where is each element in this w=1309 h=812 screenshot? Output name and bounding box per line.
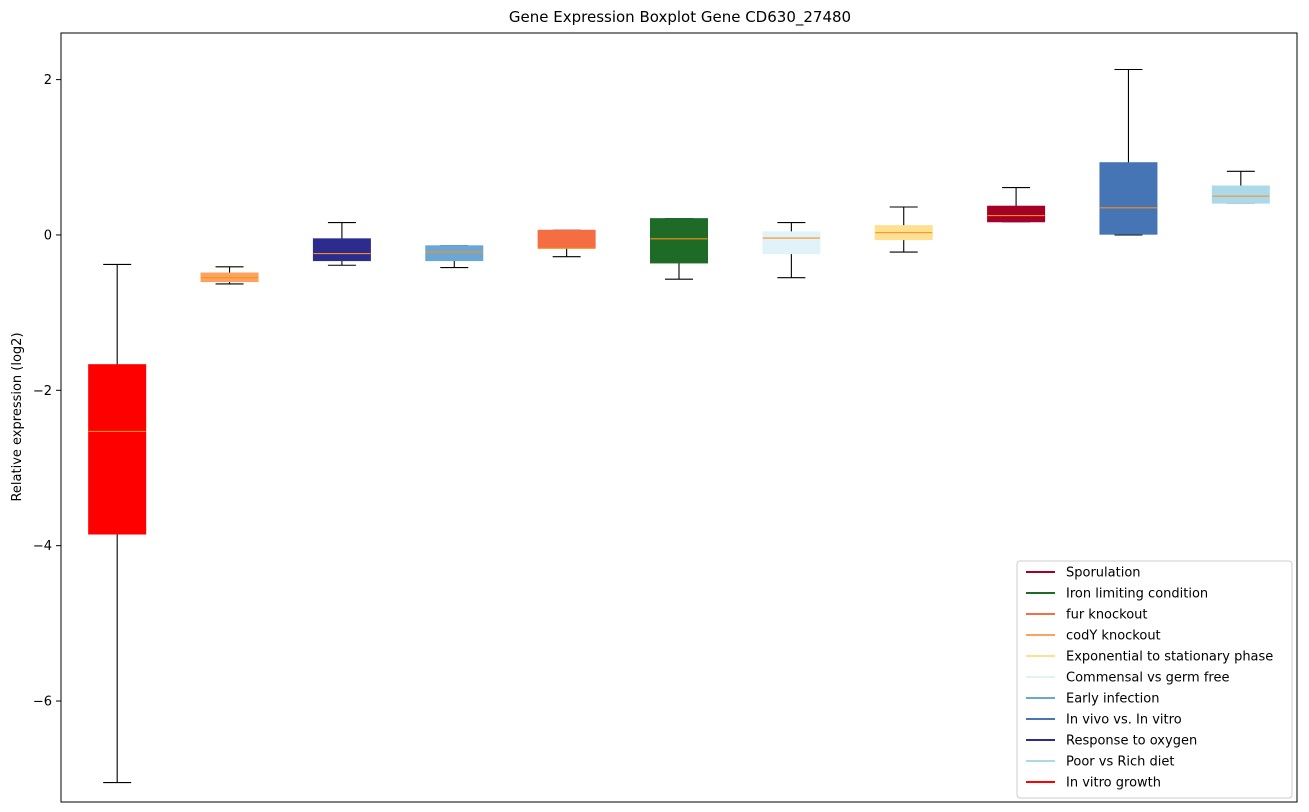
box xyxy=(987,205,1046,223)
box xyxy=(425,245,484,262)
box-group xyxy=(200,266,259,285)
legend-box xyxy=(1016,560,1293,799)
box-group xyxy=(425,245,484,269)
box xyxy=(650,218,708,264)
box-group xyxy=(762,221,821,279)
box-group xyxy=(537,229,596,258)
box xyxy=(88,364,147,535)
y-tick-label: −6 xyxy=(33,695,52,710)
y-axis-title: Relative expression (log2) xyxy=(10,332,25,501)
box-group xyxy=(874,206,933,253)
box xyxy=(312,238,371,262)
legend-label: fur knockout xyxy=(1066,608,1148,623)
legend: Sporulation Iron limiting condition fur kn… xyxy=(1016,560,1293,799)
legend-label: codY knockout xyxy=(1066,629,1161,644)
legend-label: Poor vs Rich diet xyxy=(1066,755,1174,770)
y-tick-label: −2 xyxy=(33,384,52,399)
box-group xyxy=(650,218,708,280)
box xyxy=(762,231,821,255)
chart-title: Gene Expression Boxplot Gene CD630_27480 xyxy=(509,8,851,27)
box-group xyxy=(987,187,1046,223)
box-group xyxy=(88,263,147,784)
y-tick-label: −4 xyxy=(33,539,52,554)
plot-area: 2 0 −2 −4 −6 xyxy=(33,32,1298,803)
legend-label: Iron limiting condition xyxy=(1066,587,1208,602)
legend-label: Exponential to stationary phase xyxy=(1066,650,1273,665)
box xyxy=(1099,162,1158,235)
box-group xyxy=(1211,170,1270,204)
box xyxy=(537,229,596,249)
legend-label: In vitro growth xyxy=(1066,776,1161,791)
box-group xyxy=(1099,68,1158,236)
legend-label: Early infection xyxy=(1066,692,1159,707)
box xyxy=(1211,185,1270,204)
plot-frame xyxy=(60,32,1298,803)
y-tick-label: 0 xyxy=(44,228,52,243)
legend-label: In vivo vs. In vitro xyxy=(1066,713,1182,728)
legend-label: Sporulation xyxy=(1066,566,1141,581)
legend-label: Commensal vs germ free xyxy=(1066,671,1229,686)
y-tick-label: 2 xyxy=(44,73,52,88)
legend-label: Response to oxygen xyxy=(1066,734,1197,749)
box-group xyxy=(312,221,371,266)
